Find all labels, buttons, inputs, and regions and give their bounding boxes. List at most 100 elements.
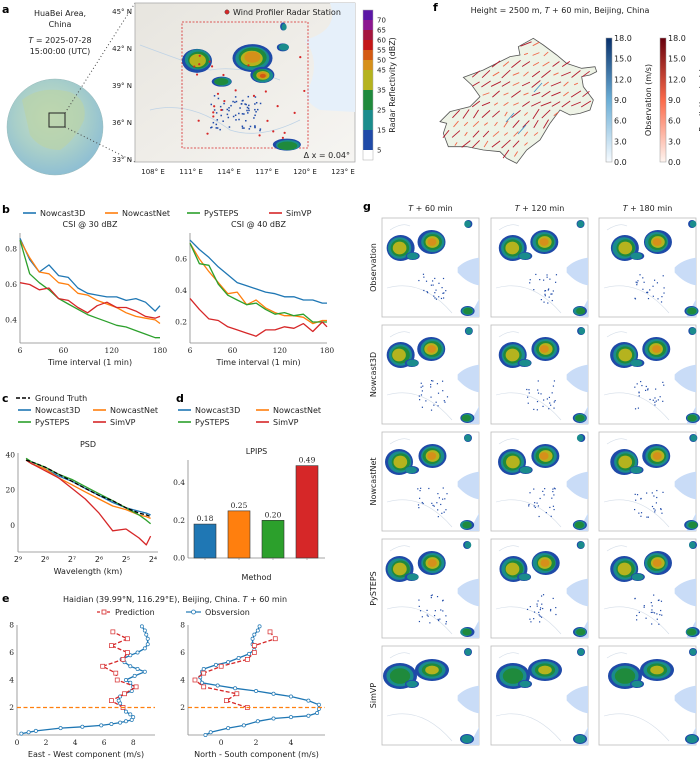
x-tick-label: 4 bbox=[289, 738, 294, 747]
echo-speckle bbox=[661, 296, 663, 298]
prediction-colorbar bbox=[659, 37, 667, 163]
x-tick-label: 8 bbox=[131, 738, 136, 747]
prediction-wind-arrow bbox=[571, 70, 581, 78]
prediction-wind-arrow bbox=[522, 120, 530, 128]
prediction-wind-arrow bbox=[472, 121, 480, 127]
echo-speckle bbox=[442, 292, 444, 294]
echo-speckle bbox=[255, 101, 258, 104]
study-domain-box bbox=[181, 21, 309, 149]
echo-cell bbox=[425, 665, 439, 675]
echo-cell bbox=[392, 348, 406, 362]
echo-speckle bbox=[420, 386, 422, 388]
station-dot bbox=[258, 134, 261, 137]
prediction-wind-arrow bbox=[531, 92, 541, 96]
colorbar-tick: 5 bbox=[377, 147, 381, 155]
station-dot bbox=[252, 94, 256, 97]
echo-speckle bbox=[634, 598, 636, 600]
echo-speckle bbox=[655, 502, 658, 504]
sea bbox=[469, 406, 479, 424]
prediction-colorbar-tick: 18.0 bbox=[668, 34, 686, 43]
echo-speckle bbox=[438, 296, 440, 298]
echo-speckle bbox=[638, 611, 640, 614]
prediction-colorbar-tick: 9.0 bbox=[668, 96, 681, 105]
echo-speckle bbox=[535, 273, 537, 276]
station-dot bbox=[213, 105, 216, 108]
data-point bbox=[234, 691, 240, 697]
series-line-nowcastnet bbox=[19, 239, 161, 325]
echo-speckle bbox=[539, 621, 541, 623]
echo-speckle bbox=[643, 606, 645, 608]
colorbar-segment bbox=[363, 40, 373, 50]
echo-speckle bbox=[443, 511, 445, 513]
echo-speckle bbox=[548, 396, 550, 399]
echo-speckle bbox=[660, 508, 662, 511]
station-dot bbox=[264, 90, 267, 93]
echo-speckle bbox=[238, 118, 240, 121]
legend-b-label: SimVP bbox=[286, 209, 312, 218]
series-line-ground-truth bbox=[25, 459, 151, 518]
prediction-wind-arrow bbox=[550, 81, 562, 87]
echo-speckle bbox=[638, 512, 640, 514]
echo-speckle bbox=[645, 385, 647, 388]
echo-speckle bbox=[442, 487, 444, 489]
echo-speckle bbox=[417, 504, 420, 506]
station-legend-icon bbox=[224, 9, 230, 15]
echo-speckle bbox=[549, 402, 551, 404]
prediction-colorbar-tick: 15.0 bbox=[668, 55, 686, 64]
time-line-1: T = 2025-07-28 bbox=[28, 36, 91, 45]
echo-speckle bbox=[652, 285, 654, 287]
echo-cell bbox=[574, 735, 586, 743]
lat-label: 36° N bbox=[112, 119, 132, 127]
echo-speckle bbox=[650, 601, 652, 604]
echo-cell bbox=[393, 455, 408, 469]
echo-cell bbox=[427, 559, 437, 567]
echo-cell bbox=[244, 51, 261, 63]
data-point bbox=[100, 663, 106, 669]
boundary-lines bbox=[495, 224, 562, 314]
echo-speckle bbox=[438, 497, 440, 499]
prediction-wind-arrow bbox=[580, 100, 592, 108]
echo-speckle bbox=[551, 392, 553, 394]
lon-label: 108° E bbox=[141, 168, 165, 176]
data-point bbox=[226, 660, 231, 665]
data-point bbox=[123, 719, 128, 724]
echo-speckle bbox=[545, 512, 547, 514]
forecast-panel bbox=[381, 217, 480, 318]
echo-speckle bbox=[551, 293, 553, 295]
station-dot bbox=[281, 136, 284, 139]
prediction-wind-arrow bbox=[493, 102, 499, 106]
x-tick-label: 60 bbox=[59, 346, 69, 355]
x-axis-label: East - West component (m/s) bbox=[28, 750, 144, 759]
boundary-lines bbox=[495, 545, 562, 635]
echo-speckle bbox=[653, 612, 656, 614]
prediction-wind-arrow bbox=[511, 110, 521, 118]
echo-speckle bbox=[223, 102, 225, 105]
echo-cell bbox=[519, 359, 531, 367]
sea bbox=[674, 578, 696, 607]
echo-cell bbox=[686, 735, 698, 743]
echo-speckle bbox=[540, 393, 542, 395]
echo-speckle bbox=[544, 290, 546, 292]
prediction-wind-arrow bbox=[543, 81, 549, 87]
echo-speckle bbox=[652, 295, 654, 297]
sea bbox=[566, 685, 588, 714]
prediction-wind-arrow bbox=[561, 60, 571, 68]
echo-speckle bbox=[441, 512, 443, 514]
echo-speckle bbox=[533, 611, 536, 613]
column-header: T + 180 min bbox=[623, 204, 673, 213]
echo-speckle bbox=[219, 128, 221, 131]
boundary-lines bbox=[386, 652, 453, 742]
prediction-wind-arrow bbox=[463, 121, 469, 127]
echo-speckle bbox=[247, 107, 250, 110]
echo-speckle bbox=[551, 299, 553, 302]
echo-speckle bbox=[439, 618, 441, 620]
echo-speckle bbox=[649, 289, 651, 291]
echo-speckle bbox=[549, 278, 551, 280]
echo-speckle bbox=[634, 386, 636, 388]
echo-speckle bbox=[653, 279, 656, 281]
data-point bbox=[250, 636, 255, 641]
prediction-wind-arrow bbox=[551, 91, 561, 97]
echo-speckle bbox=[442, 277, 445, 280]
echo-speckle bbox=[226, 113, 229, 116]
